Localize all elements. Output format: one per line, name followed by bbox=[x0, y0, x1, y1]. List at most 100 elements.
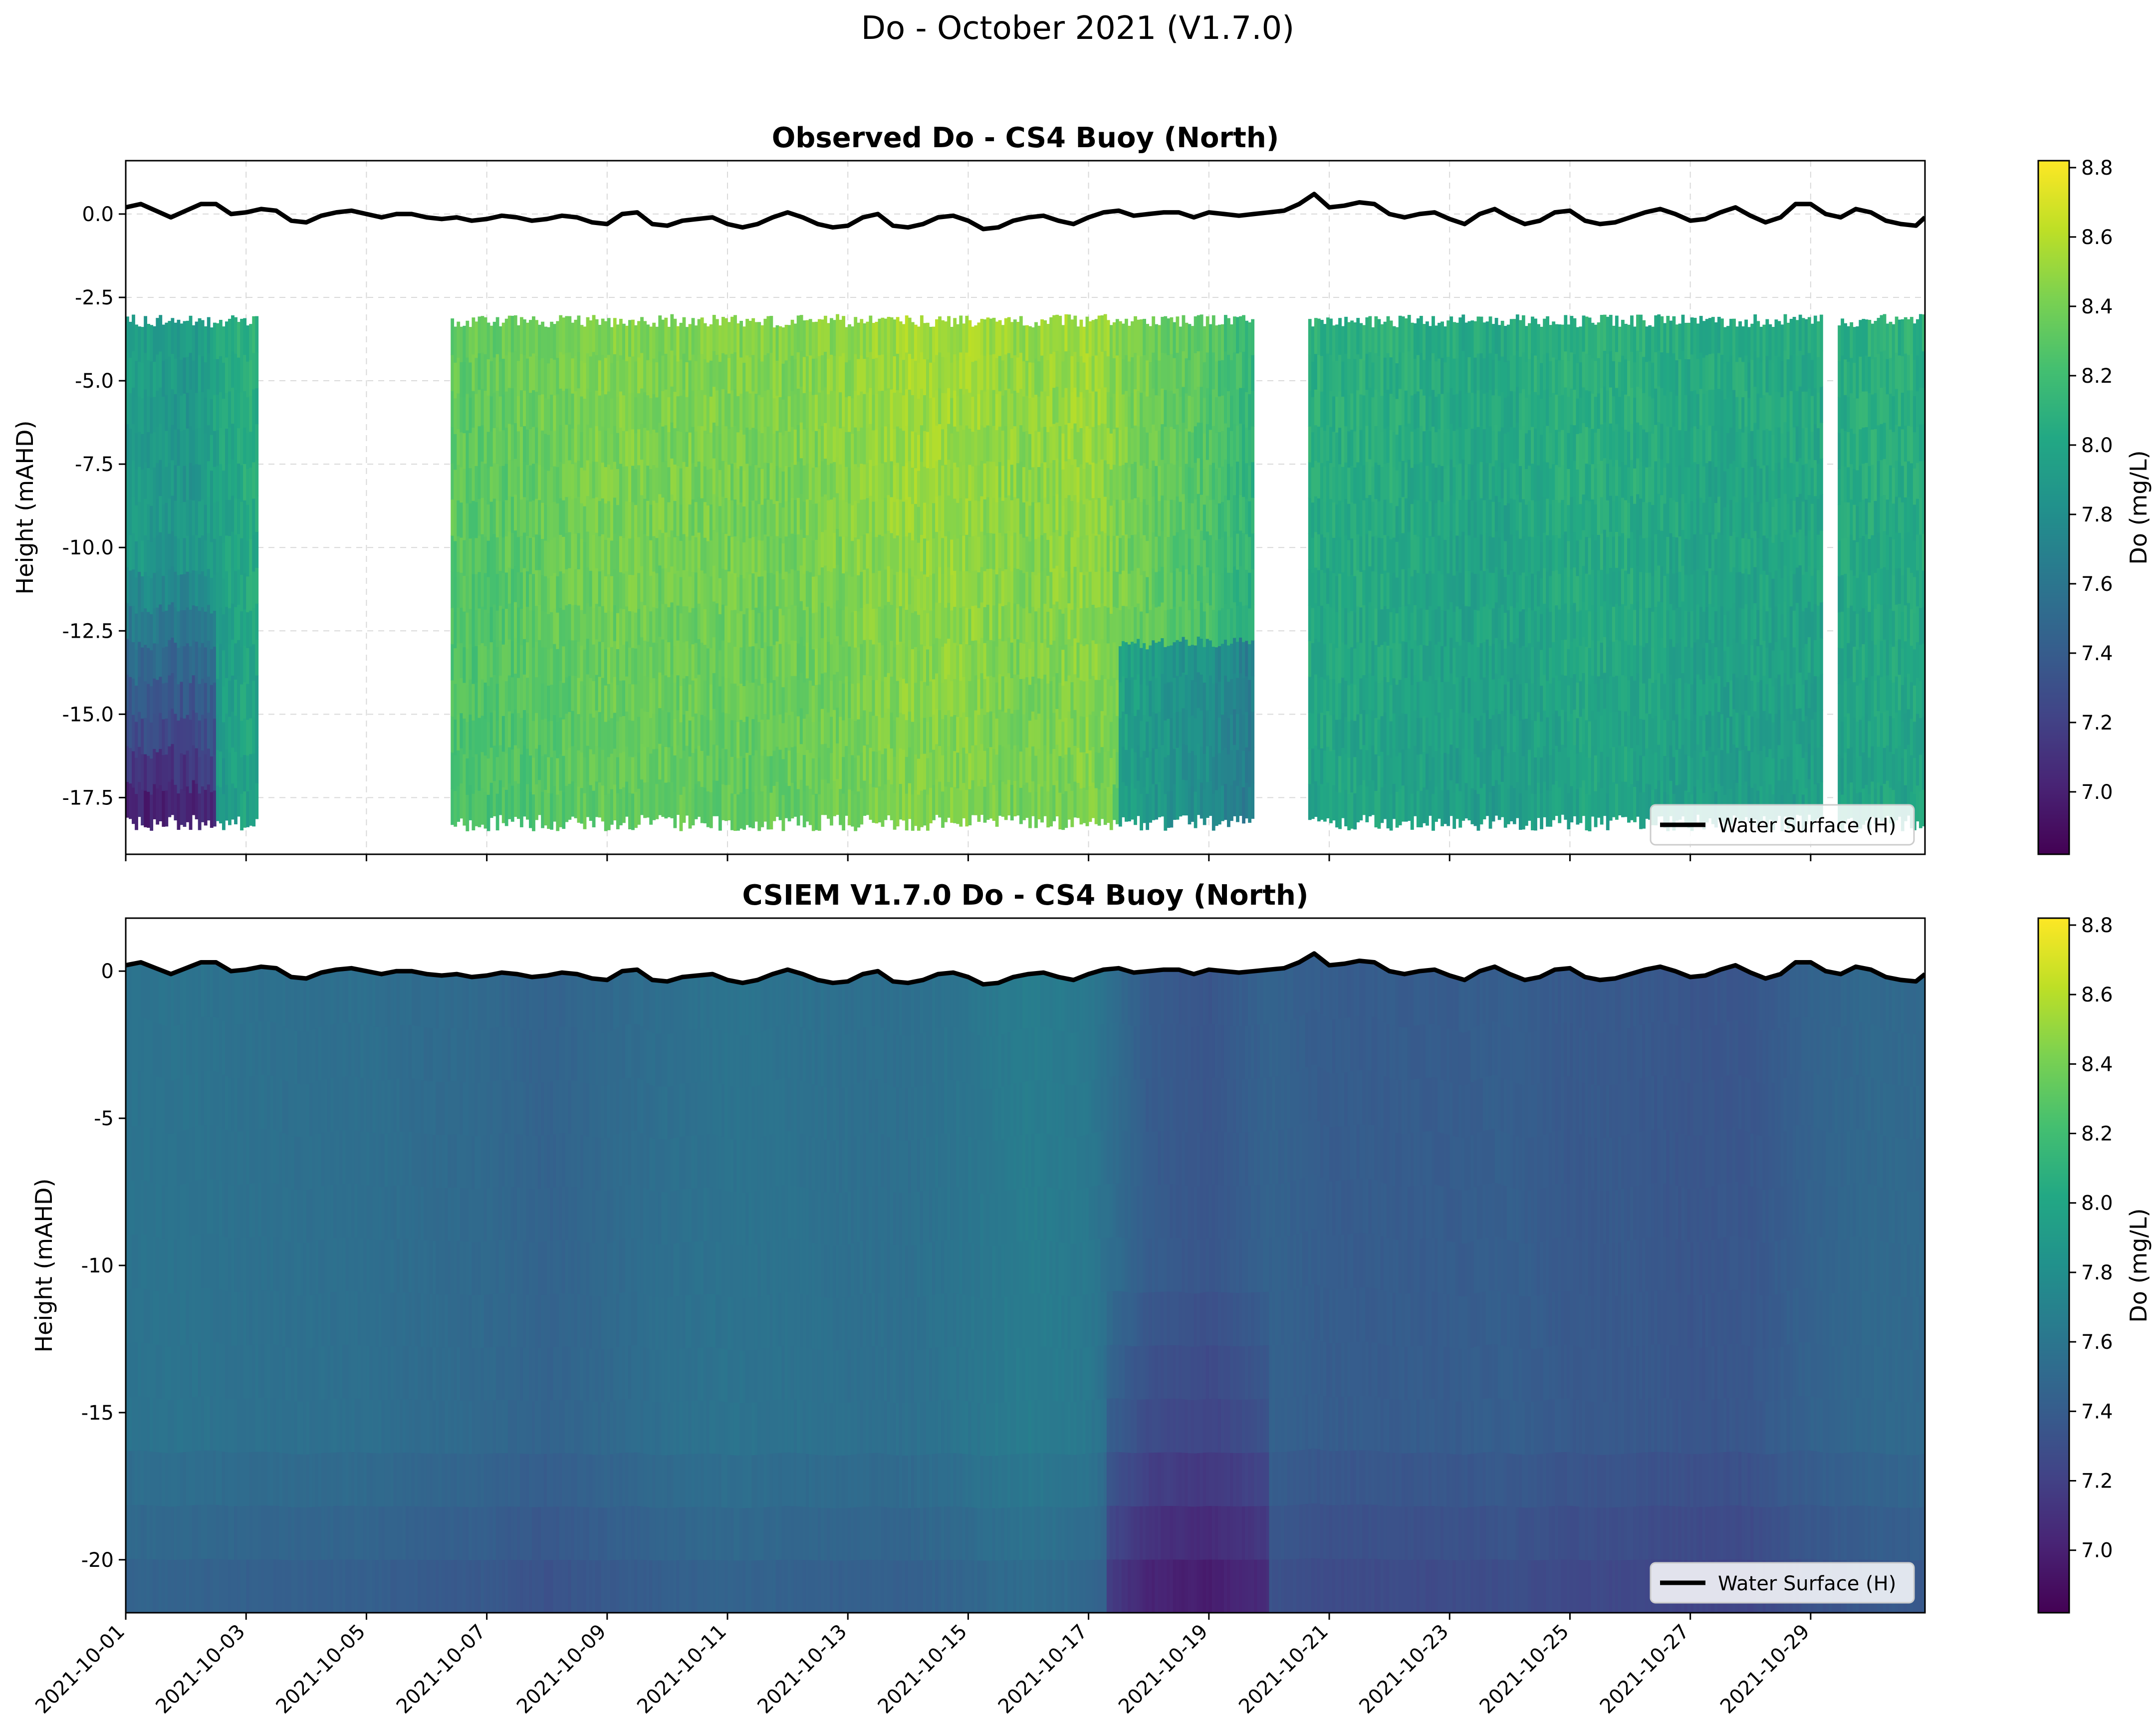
observed-heatmap-cell bbox=[147, 611, 151, 648]
observed-heatmap-cell bbox=[805, 570, 809, 607]
observed-heatmap-cell bbox=[189, 756, 193, 793]
observed-heatmap-cell bbox=[1410, 503, 1414, 540]
observed-heatmap-cell bbox=[574, 426, 578, 463]
observed-heatmap-cell bbox=[1410, 721, 1414, 757]
observed-heatmap-cell bbox=[243, 464, 247, 500]
observed-heatmap-cell bbox=[1197, 707, 1200, 744]
observed-heatmap-cell bbox=[1100, 495, 1104, 531]
observed-heatmap-cell bbox=[1383, 357, 1387, 393]
observed-heatmap-cell bbox=[616, 540, 620, 577]
observed-heatmap-cell bbox=[1152, 316, 1156, 353]
observed-heatmap-cell bbox=[1356, 318, 1360, 355]
observed-heatmap-cell bbox=[198, 391, 202, 429]
observed-heatmap-cell bbox=[1314, 638, 1318, 675]
observed-heatmap-cell bbox=[1179, 571, 1183, 607]
observed-heatmap-cell bbox=[721, 532, 725, 569]
observed-heatmap-cell bbox=[586, 460, 590, 496]
observed-heatmap-cell bbox=[577, 749, 581, 787]
observed-heatmap-cell bbox=[1152, 352, 1156, 389]
observed-heatmap-cell bbox=[1208, 569, 1212, 606]
observed-heatmap-cell bbox=[574, 462, 578, 498]
observed-heatmap-cell bbox=[730, 793, 734, 830]
observed-heatmap-cell bbox=[793, 640, 797, 676]
observed-heatmap-cell bbox=[571, 464, 575, 499]
observed-heatmap-cell bbox=[796, 752, 800, 789]
observed-heatmap-cell bbox=[180, 717, 184, 753]
observed-heatmap-cell bbox=[1311, 537, 1315, 573]
observed-heatmap-cell bbox=[486, 685, 490, 723]
observed-heatmap-cell bbox=[685, 711, 689, 746]
observed-heatmap-cell bbox=[183, 718, 187, 755]
observed-heatmap-cell bbox=[1377, 610, 1381, 647]
observed-heatmap-cell bbox=[574, 675, 578, 712]
observed-heatmap-cell bbox=[1118, 573, 1122, 610]
observed-heatmap-cell bbox=[1386, 572, 1390, 609]
observed-heatmap-cell bbox=[953, 498, 957, 535]
observed-heatmap-cell bbox=[730, 463, 734, 500]
observed-heatmap-cell bbox=[451, 788, 455, 825]
observed-heatmap-cell bbox=[1335, 611, 1339, 648]
observed-heatmap-cell bbox=[547, 363, 551, 400]
observed-heatmap-cell bbox=[495, 464, 499, 501]
observed-heatmap-cell bbox=[547, 721, 551, 757]
observed-heatmap-cell bbox=[637, 752, 641, 789]
observed-heatmap-cell bbox=[1413, 604, 1417, 641]
observed-heatmap-cell bbox=[501, 751, 505, 788]
observed-heatmap-cell bbox=[183, 429, 187, 466]
observed-heatmap-cell bbox=[213, 430, 217, 467]
observed-heatmap-cell bbox=[766, 353, 770, 390]
observed-heatmap-cell bbox=[144, 535, 148, 572]
observed-heatmap-cell bbox=[547, 542, 551, 578]
observed-heatmap-cell bbox=[1365, 389, 1369, 426]
observed-heatmap-cell bbox=[1106, 607, 1110, 644]
observed-heatmap-cell bbox=[541, 683, 544, 720]
observed-heatmap-cell bbox=[141, 504, 144, 541]
observed-heatmap-cell bbox=[1022, 502, 1026, 538]
observed-heatmap-cell bbox=[1392, 607, 1396, 643]
observed-heatmap-cell bbox=[1140, 721, 1143, 757]
observed-heatmap-cell bbox=[968, 320, 972, 357]
observed-heatmap-cell bbox=[854, 647, 858, 685]
observed-heatmap-cell bbox=[1061, 649, 1065, 686]
observed-heatmap-cell bbox=[836, 671, 839, 708]
observed-heatmap-cell bbox=[887, 423, 891, 460]
observed-heatmap-cell bbox=[787, 679, 791, 716]
observed-heatmap-cell bbox=[1131, 641, 1134, 678]
observed-heatmap-cell bbox=[126, 495, 129, 532]
observed-heatmap-cell bbox=[1070, 428, 1074, 465]
observed-heatmap-cell bbox=[745, 680, 749, 717]
observed-heatmap-cell bbox=[1152, 568, 1156, 605]
observed-heatmap-cell bbox=[1374, 644, 1378, 682]
observed-heatmap-cell bbox=[980, 673, 984, 709]
observed-heatmap-cell bbox=[953, 534, 957, 571]
observed-heatmap-cell bbox=[1016, 392, 1020, 428]
observed-heatmap-cell bbox=[1170, 718, 1174, 755]
observed-heatmap-cell bbox=[492, 780, 496, 816]
observed-heatmap-cell bbox=[884, 426, 888, 463]
observed-heatmap-cell bbox=[724, 390, 728, 427]
observed-heatmap-cell bbox=[571, 393, 575, 429]
observed-heatmap-cell bbox=[658, 600, 662, 637]
observed-heatmap-cell bbox=[1055, 314, 1059, 351]
observed-heatmap-cell bbox=[255, 495, 259, 532]
observed-heatmap-cell bbox=[944, 607, 948, 644]
observed-heatmap-cell bbox=[228, 535, 232, 572]
observed-heatmap-cell bbox=[1248, 786, 1252, 823]
observed-heatmap-cell bbox=[475, 682, 479, 719]
observed-heatmap-cell bbox=[559, 315, 563, 352]
observed-heatmap-cell bbox=[1233, 602, 1236, 638]
observed-heatmap-cell bbox=[1371, 605, 1375, 641]
observed-heatmap-cell bbox=[526, 464, 529, 500]
observed-heatmap-cell bbox=[622, 466, 626, 502]
observed-heatmap-cell bbox=[784, 324, 788, 361]
observed-heatmap-cell bbox=[168, 639, 172, 676]
observed-heatmap-cell bbox=[676, 326, 680, 362]
observed-heatmap-cell bbox=[544, 326, 548, 363]
observed-heatmap-cell bbox=[643, 463, 647, 499]
observed-heatmap-cell bbox=[1128, 785, 1131, 822]
observed-heatmap-cell bbox=[1001, 606, 1005, 642]
observed-heatmap-cell bbox=[201, 786, 205, 822]
observed-heatmap-cell bbox=[1046, 360, 1050, 396]
observed-heatmap-cell bbox=[135, 541, 138, 578]
observed-heatmap-cell bbox=[1344, 753, 1348, 790]
